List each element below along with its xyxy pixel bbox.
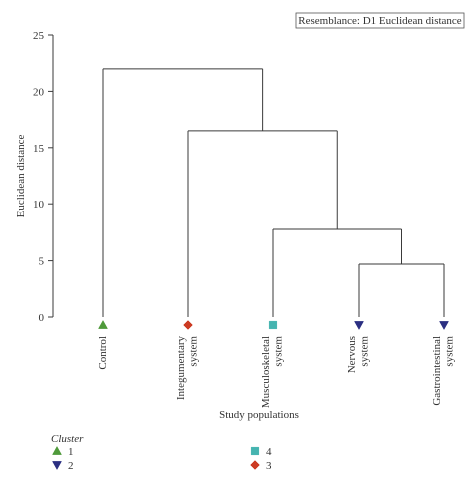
y-tick-label: 20 — [33, 86, 45, 98]
legend-marker — [250, 446, 260, 456]
leaf-label: Musculoskeletalsystem — [260, 336, 285, 409]
leaf-marker — [98, 319, 108, 329]
leaf-marker — [439, 321, 449, 331]
legend-label: 1 — [68, 446, 74, 458]
y-tick-label: 15 — [33, 143, 45, 155]
resemblance-label: Resemblance: D1 Euclidean distance — [298, 15, 462, 27]
leaf-label: Control — [97, 336, 109, 370]
legend-marker — [52, 461, 62, 471]
legend-marker — [250, 460, 260, 470]
leaf-label: Integumentarysystem — [175, 336, 200, 401]
leaf-label: Nervoussystem — [346, 336, 371, 374]
leaf-marker — [354, 321, 364, 331]
legend-marker — [52, 445, 62, 455]
legend-label: 4 — [266, 446, 272, 458]
leaf-label: Gastrointestinalsystem — [431, 336, 456, 406]
legend-label: 3 — [266, 460, 272, 472]
y-tick-label: 10 — [33, 199, 45, 211]
y-axis-title: Euclidean distance — [15, 135, 27, 218]
y-tick-label: 0 — [39, 312, 45, 324]
legend-label: 2 — [68, 460, 74, 472]
legend-title: Cluster — [51, 433, 84, 445]
y-tick-label: 25 — [33, 30, 45, 42]
y-tick-label: 5 — [39, 256, 45, 268]
leaf-marker — [183, 320, 193, 330]
x-axis-title: Study populations — [219, 409, 299, 421]
resemblance-box — [295, 12, 465, 29]
leaf-marker — [268, 320, 278, 330]
